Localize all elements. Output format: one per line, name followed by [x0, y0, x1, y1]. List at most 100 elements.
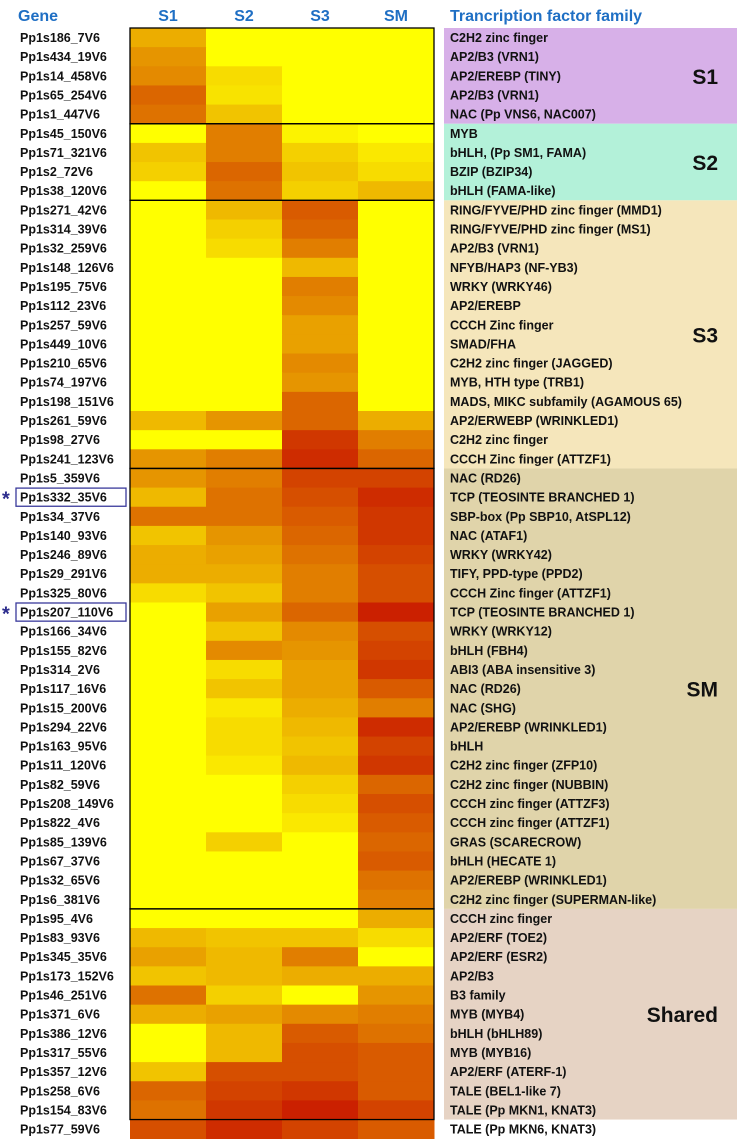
heatmap-cell	[206, 238, 283, 259]
gene-label: Pp1s163_95V6	[20, 740, 107, 754]
heatmap-cell	[130, 602, 207, 623]
gene-label: Pp1s98_27V6	[20, 433, 100, 447]
family-label: GRAS (SCARECROW)	[450, 835, 581, 849]
gene-label: Pp1s46_251V6	[20, 989, 107, 1003]
heatmap-cell	[206, 353, 283, 374]
family-label: MYB	[450, 127, 478, 141]
heatmap-cell	[206, 257, 283, 278]
group-band-s3	[444, 200, 737, 469]
column-header-sm: SM	[384, 8, 408, 25]
family-label: NAC (Pp VNS6, NAC007)	[450, 108, 596, 122]
heatmap-cell	[358, 755, 435, 776]
heatmap-cell	[206, 525, 283, 546]
heatmap-cell	[358, 583, 435, 603]
family-label: AP2/B3	[450, 969, 494, 983]
heatmap-cell	[206, 794, 283, 814]
heatmap-cell	[358, 353, 435, 374]
heatmap-cell	[282, 794, 359, 814]
heatmap-cell	[206, 717, 283, 738]
heatmap-cell	[206, 411, 283, 431]
group-label-s2: S2	[692, 152, 718, 175]
heatmap-cell	[206, 659, 283, 680]
gene-label: Pp1s77_59V6	[20, 1123, 100, 1137]
heatmap-cell	[358, 928, 435, 948]
gene-label: Pp1s83_93V6	[20, 931, 100, 945]
heatmap-cell	[358, 525, 435, 546]
heatmap-cell	[130, 123, 207, 144]
gene-label: Pp1s332_35V6	[20, 491, 107, 505]
family-label: RING/FYVE/PHD zinc finger (MMD1)	[450, 203, 662, 217]
heatmap-cell	[358, 736, 435, 757]
heatmap-cell	[206, 928, 283, 948]
heatmap-cell	[358, 813, 435, 833]
family-label: NAC (SHG)	[450, 701, 516, 715]
family-group-bands: S1 S2 S3 SM Shared	[444, 28, 737, 1120]
heatmap-cell	[358, 698, 435, 718]
heatmap-cell	[206, 47, 283, 67]
heatmap-cell	[358, 85, 435, 106]
heatmap-cell	[282, 813, 359, 833]
heatmap-cell	[358, 123, 435, 144]
gene-label: Pp1s155_82V6	[20, 644, 107, 658]
gene-label: Pp1s2_72V6	[20, 165, 93, 179]
heatmap-cell	[206, 276, 283, 297]
gene-label: Pp1s11_120V6	[20, 759, 106, 773]
heatmap-cell	[130, 181, 207, 201]
family-label: TIFY, PPD-type (PPD2)	[450, 567, 583, 581]
family-label: SBP-box (Pp SBP10, AtSPL12)	[450, 510, 631, 524]
family-label: TCP (TEOSINTE BRANCHED 1)	[450, 606, 635, 620]
family-label: AP2/ERWEBP (WRINKLED1)	[450, 414, 618, 428]
gene-label: Pp1s65_254V6	[20, 88, 107, 102]
heatmap-cell	[358, 257, 435, 278]
gene-label: Pp1s67_37V6	[20, 854, 100, 868]
family-label: TALE (Pp MKN6, KNAT3)	[450, 1123, 596, 1137]
gene-label: Pp1s345_35V6	[20, 950, 107, 964]
heatmap-cell	[130, 621, 207, 642]
star-marker: *	[2, 604, 10, 626]
heatmap-cell	[130, 985, 207, 1006]
heatmap-cell	[206, 66, 283, 86]
heatmap-cell	[358, 506, 435, 527]
family-label: MYB (MYB16)	[450, 1046, 531, 1060]
heatmap-cell	[206, 679, 283, 699]
heatmap-cell	[282, 449, 359, 469]
gene-label: Pp1s34_37V6	[20, 510, 100, 524]
heatmap-cell	[206, 1023, 283, 1044]
family-label: CCCH Zinc finger (ATTZF1)	[450, 452, 611, 466]
heatmap-cell	[358, 947, 435, 967]
heatmap-cell	[358, 276, 435, 297]
heatmap-cell	[358, 564, 435, 584]
heatmap-cell	[130, 487, 207, 508]
group-band-s2	[444, 123, 737, 201]
heatmap-cell	[358, 985, 435, 1006]
heatmap-cell	[282, 621, 359, 642]
family-label: CCCH zinc finger (ATTZF1)	[450, 816, 609, 830]
family-label: CCCH Zinc finger	[450, 318, 554, 332]
column-header-s3: S3	[310, 8, 330, 25]
heatmap-cell	[358, 659, 435, 680]
heatmap-cell	[358, 717, 435, 738]
heatmap-cell	[206, 315, 283, 335]
family-label: AP2/EREBP	[450, 299, 521, 313]
heatmap-cell	[130, 257, 207, 278]
gene-label: Pp1s434_19V6	[20, 50, 107, 64]
heatmap-cell	[358, 200, 435, 220]
heatmap-cell	[358, 870, 435, 891]
heatmap-cell	[130, 200, 207, 220]
family-label: CCCH zinc finger	[450, 912, 552, 926]
family-label: RING/FYVE/PHD zinc finger (MS1)	[450, 223, 651, 237]
heatmap-cell	[206, 506, 283, 527]
heatmap-cell	[358, 1100, 435, 1121]
heatmap-cell	[130, 832, 207, 852]
heatmap-cell	[358, 315, 435, 335]
group-frame-shared	[129, 908, 435, 1121]
group-label-s3: S3	[692, 324, 718, 347]
heatmap-cell	[358, 487, 435, 508]
family-label: AP2/EREBP (TINY)	[450, 69, 561, 83]
heatmap-cell	[282, 28, 359, 48]
heatmap-cell	[358, 1042, 435, 1063]
heatmap-cell	[130, 372, 207, 393]
heatmap-cell	[130, 870, 207, 891]
group-band-sm	[444, 468, 737, 909]
